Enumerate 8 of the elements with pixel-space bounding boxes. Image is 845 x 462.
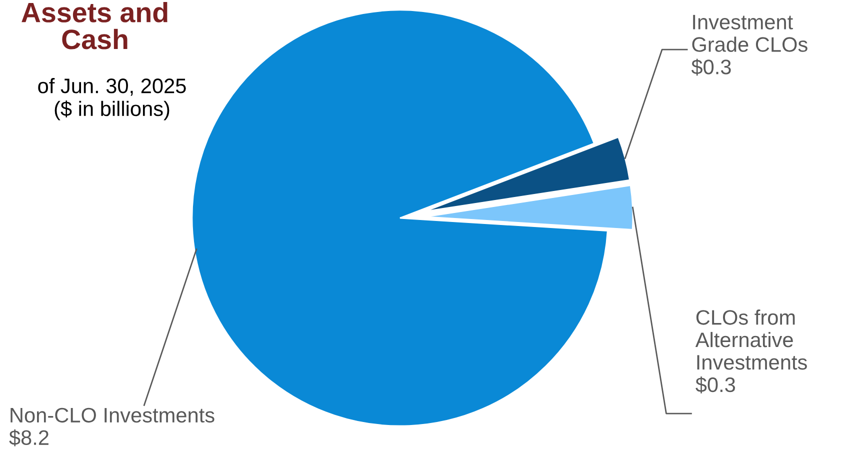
chart-title: Assets and Cash — [22, 2, 168, 50]
slice-label: Investment Grade CLOs — [692, 14, 808, 52]
data-label: $0.3 — [696, 376, 735, 394]
slice-label: CLOs from Alternative Investments — [695, 310, 807, 370]
text: of Jun. 30, 2025 ($ in billions) — [38, 78, 186, 120]
data-label: $0.3 — [691, 58, 731, 76]
slice-label: Non-CLO Investments — [10, 408, 214, 423]
data-label: $8.2 — [9, 429, 48, 446]
